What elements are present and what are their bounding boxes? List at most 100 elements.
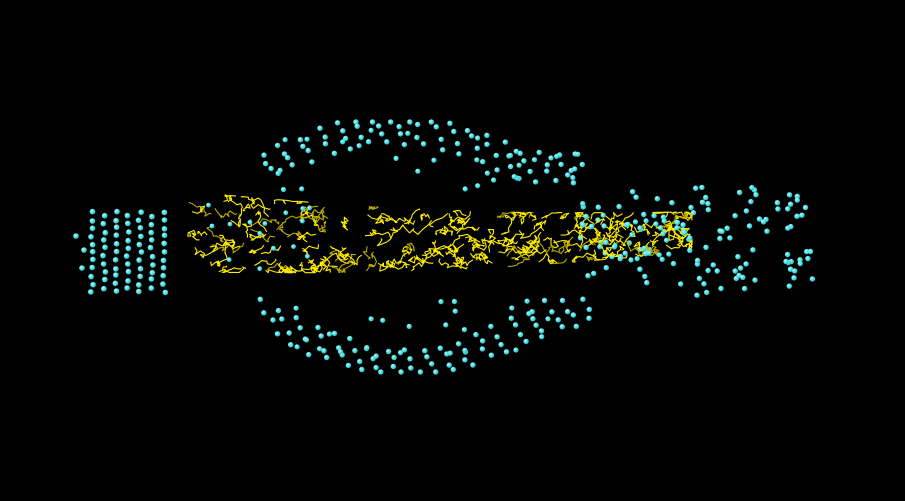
atom-sphere [322, 141, 329, 147]
atom-sphere [100, 252, 106, 259]
atom-sphere [340, 139, 346, 145]
atom-sphere [113, 272, 119, 278]
atom-sphere [90, 256, 96, 263]
atom-sphere [283, 210, 289, 216]
atom-sphere [137, 265, 144, 272]
atom-sphere [461, 327, 467, 333]
atom-sphere [257, 231, 263, 236]
atom-sphere [385, 348, 392, 355]
atom-sphere [101, 285, 107, 292]
atom-sphere [799, 212, 805, 218]
lipid-chain [605, 226, 620, 239]
atom-sphere [101, 237, 107, 243]
lipid-chain [224, 266, 247, 274]
atom-sphere [753, 192, 759, 198]
lipid-chain [317, 220, 327, 233]
lipid-chain [364, 229, 377, 237]
atom-sphere [732, 213, 738, 219]
lipid-chain [652, 229, 684, 243]
atom-sphere [262, 160, 269, 167]
atom-sphere [277, 167, 283, 173]
atom-sphere [637, 225, 643, 231]
lipid-chain [320, 256, 338, 268]
atom-sphere [710, 262, 716, 268]
lipid-chain [498, 248, 527, 254]
atom-sphere [786, 192, 793, 198]
atom-sphere [291, 244, 296, 250]
lipid-chain [595, 218, 606, 225]
atom-sphere [315, 324, 321, 331]
atom-sphere [705, 207, 711, 213]
lipid-chain [252, 218, 280, 226]
lipid-chain [471, 243, 485, 252]
lipid-chain [601, 245, 625, 260]
atom-sphere [136, 282, 142, 288]
atom-sphere [125, 268, 132, 275]
atom-sphere [428, 119, 434, 125]
atom-sphere [89, 241, 96, 248]
lipid-chain [684, 239, 693, 249]
lipid-chain [310, 263, 327, 274]
atom-sphere [575, 151, 581, 157]
atom-sphere [724, 225, 730, 231]
atom-sphere [516, 162, 522, 168]
atom-sphere [503, 349, 510, 355]
atom-sphere [321, 348, 327, 354]
atom-sphere [113, 217, 119, 224]
atom-sphere [160, 281, 166, 287]
atom-sphere [114, 208, 120, 215]
atom-sphere [502, 139, 508, 145]
atom-sphere [456, 151, 462, 157]
lipid-chain [278, 266, 291, 274]
atom-sphere [340, 128, 346, 134]
atom-sphere [261, 310, 267, 316]
atom-sphere [674, 225, 680, 231]
atom-sphere [408, 365, 414, 371]
lipid-chain [543, 237, 559, 249]
lipid-chain [310, 260, 325, 273]
lipid-chain [407, 247, 430, 264]
atom-sphere [379, 131, 385, 137]
lipid-chain [321, 252, 350, 265]
lipid-chain [578, 239, 597, 252]
lipid-chain [218, 265, 242, 273]
atom-sphere [378, 369, 384, 375]
atom-sphere [161, 240, 167, 247]
atom-sphere [401, 141, 408, 148]
atom-sphere [89, 248, 96, 255]
atom-cloud-back [73, 119, 816, 296]
atom-sphere [641, 211, 647, 218]
atom-sphere [555, 317, 561, 323]
atom-sphere [437, 345, 443, 351]
lipid-chain [487, 228, 509, 247]
atom-sphere [324, 354, 330, 361]
lipid-chain [504, 211, 525, 221]
atom-sphere [727, 235, 733, 241]
atom-sphere [659, 256, 665, 262]
atom-sphere [415, 121, 421, 128]
atom-sphere [538, 328, 545, 334]
atom-sphere [632, 219, 639, 225]
atom-sphere [743, 261, 749, 267]
atom-sphere [89, 208, 96, 215]
atom-sphere [564, 308, 571, 315]
atom-sphere [161, 232, 168, 239]
lipid-chain [250, 228, 276, 243]
lipid-chain [188, 201, 212, 217]
atom-sphere [524, 298, 530, 304]
atom-sphere [548, 155, 554, 161]
lipid-chain [447, 211, 472, 226]
atom-sphere [586, 315, 592, 321]
atom-sphere [674, 219, 681, 225]
lipid-chain-bundle [187, 194, 693, 274]
atom-sphere [512, 322, 519, 328]
atom-sphere [507, 163, 514, 170]
atom-sphere [100, 261, 107, 267]
atom-sphere [422, 348, 428, 354]
atom-sphere [559, 324, 565, 330]
lipid-chain [340, 216, 349, 231]
atom-sphere [299, 186, 305, 192]
lipid-chain [538, 253, 558, 265]
